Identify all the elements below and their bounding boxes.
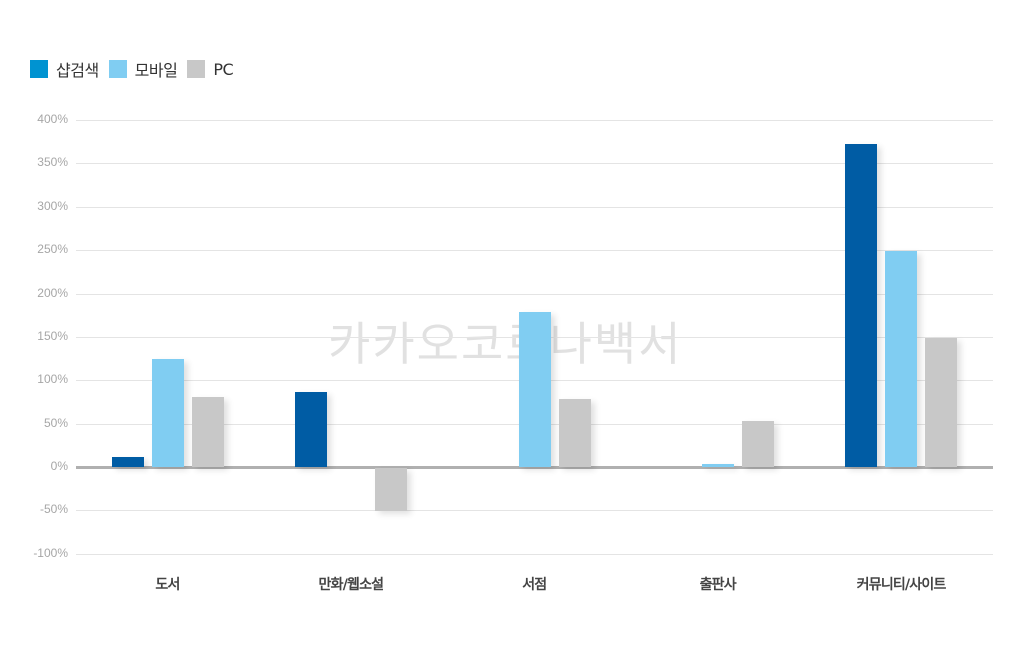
y-tick-label: -50% bbox=[39, 502, 68, 517]
bar-PC[interactable] bbox=[925, 337, 958, 467]
y-tick-label: 250% bbox=[37, 242, 68, 257]
gridline bbox=[76, 553, 993, 555]
y-tick-label: 400% bbox=[37, 112, 68, 126]
bar-모바일[interactable] bbox=[151, 358, 184, 467]
watermark: 카카오코로나백서 bbox=[328, 317, 683, 371]
bar-모바일[interactable] bbox=[885, 250, 918, 467]
legend-item[interactable]: 모바일 bbox=[108, 57, 178, 81]
y-tick-label: 100% bbox=[37, 372, 68, 387]
bar-모바일[interactable] bbox=[701, 464, 734, 467]
gridline bbox=[76, 250, 993, 252]
legend-label: 모바일 bbox=[134, 61, 178, 80]
x-category-label: 출판사 bbox=[699, 577, 737, 593]
gridline bbox=[76, 293, 993, 295]
y-tick-label: 350% bbox=[37, 155, 68, 170]
bar-샵검색[interactable] bbox=[845, 144, 878, 467]
y-tick-label: 150% bbox=[37, 328, 68, 343]
gridline bbox=[76, 163, 993, 165]
bar-샵검색[interactable] bbox=[111, 456, 144, 467]
x-category-label: 만화/웹소설 bbox=[318, 577, 385, 593]
legend-item[interactable]: PC bbox=[187, 59, 234, 79]
bar-PC[interactable] bbox=[558, 399, 591, 467]
chart-legend: 샵검색 모바일 PC bbox=[30, 58, 243, 80]
bar-샵검색[interactable] bbox=[295, 392, 328, 467]
legend-swatch-icon bbox=[108, 60, 127, 78]
x-category-label: 도서 bbox=[155, 577, 180, 593]
y-tick-label: 300% bbox=[37, 198, 68, 213]
zero-axis-line bbox=[76, 466, 993, 469]
bar-PC[interactable] bbox=[191, 396, 224, 467]
y-tick-label: 50% bbox=[43, 415, 68, 430]
bar-PC[interactable] bbox=[375, 468, 408, 512]
legend-item[interactable]: 샵검색 bbox=[30, 57, 99, 81]
y-tick-label: 200% bbox=[37, 285, 68, 300]
gridline bbox=[76, 510, 993, 512]
legend-label: PC bbox=[213, 59, 234, 79]
gridline bbox=[76, 206, 993, 208]
y-tick-label: 0% bbox=[50, 459, 68, 473]
gridline bbox=[76, 120, 993, 121]
bar-PC[interactable] bbox=[741, 421, 774, 467]
bar-모바일[interactable] bbox=[518, 311, 551, 467]
x-category-label: 서점 bbox=[522, 577, 547, 593]
y-tick-label: -100% bbox=[33, 545, 68, 560]
x-category-label: 커뮤니티/사이트 bbox=[856, 577, 947, 593]
legend-swatch-icon bbox=[187, 60, 206, 78]
legend-label: 샵검색 bbox=[56, 61, 99, 80]
legend-swatch-icon bbox=[30, 60, 48, 78]
